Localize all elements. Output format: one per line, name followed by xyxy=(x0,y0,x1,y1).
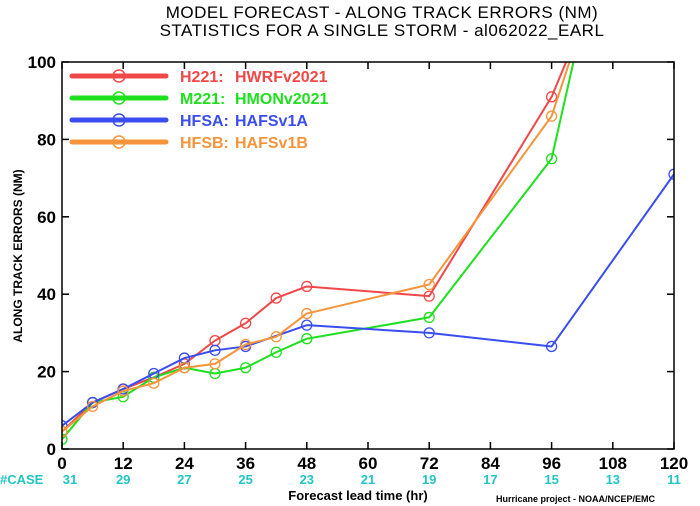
case-count-label: 31 xyxy=(63,472,77,487)
y-tick-label: 100 xyxy=(28,53,56,72)
legend-label-1: HMONv2021 xyxy=(235,91,328,108)
x-tick-label: 48 xyxy=(297,454,316,473)
y-tick-label: 0 xyxy=(47,440,56,459)
x-tick-label: 72 xyxy=(420,454,439,473)
legend-label-2: HAFSv1A xyxy=(235,113,308,130)
series-marker-3 xyxy=(178,362,191,374)
case-count-label: 19 xyxy=(422,472,436,487)
x-axis-label: Forecast lead time (hr) xyxy=(288,488,427,503)
credit-text: Hurricane project - NOAA/NCEP/EMC xyxy=(496,494,656,504)
case-count-label: 29 xyxy=(116,472,130,487)
legend-label-0: HWRFv2021 xyxy=(235,69,328,86)
x-tick-label: 12 xyxy=(114,454,133,473)
series-marker-3 xyxy=(209,358,221,370)
series-marker-2 xyxy=(209,344,221,356)
legend-label-3: HAFSv1B xyxy=(235,135,308,152)
series-marker-3 xyxy=(545,110,558,122)
x-tick-label: 96 xyxy=(542,454,561,473)
series-marker-1 xyxy=(62,433,68,445)
series-marker-2 xyxy=(301,319,313,331)
legend-name-2: HFSA: xyxy=(180,113,229,130)
case-count-label: 17 xyxy=(483,472,497,487)
series-marker-3 xyxy=(239,338,252,351)
y-tick-label: 20 xyxy=(37,363,56,382)
x-tick-label: 60 xyxy=(359,454,378,473)
legend-name-1: M221: xyxy=(180,91,225,108)
series-marker-3 xyxy=(301,307,313,320)
x-tick-label: 0 xyxy=(57,454,66,473)
y-axis-label: ALONG TRACK ERRORS (NM) xyxy=(11,169,25,342)
x-tick-label: 120 xyxy=(660,454,688,473)
chart-subtitle: STATISTICS FOR A SINGLE STORM - al062022… xyxy=(160,21,605,40)
series-layer xyxy=(62,62,674,445)
series-marker-1 xyxy=(423,311,435,324)
case-count-label: 23 xyxy=(300,472,314,487)
x-tick-label: 36 xyxy=(236,454,255,473)
series-line-2 xyxy=(62,173,674,427)
legend-name-3: HFSB: xyxy=(180,135,229,152)
y-tick-label: 60 xyxy=(37,208,56,227)
y-tick-label: 40 xyxy=(37,285,56,304)
case-count-label: 27 xyxy=(177,472,191,487)
case-count-label: 25 xyxy=(238,472,252,487)
series-marker-1 xyxy=(270,346,282,358)
series-marker-3 xyxy=(270,331,282,343)
legend: H221: HWRFv2021 M221: HMONv2021 HFSA: HAFSv1A… xyxy=(69,69,328,152)
series-marker-3 xyxy=(423,278,435,291)
series-marker-2 xyxy=(545,340,558,353)
legend-marker-1 xyxy=(112,91,126,105)
series-line-3 xyxy=(62,62,571,433)
x-axis: 0 12 24 36 48 60 72 84 96 108 120 xyxy=(57,62,688,473)
series-marker-0 xyxy=(423,290,435,302)
case-count-label: 21 xyxy=(361,472,375,487)
series-marker-0 xyxy=(545,91,558,103)
series-marker-2 xyxy=(62,420,68,432)
legend-marker-3 xyxy=(112,135,126,149)
legend-name-0: H221: xyxy=(180,69,224,86)
series-marker-1 xyxy=(239,362,252,374)
series-marker-2 xyxy=(668,168,674,180)
series-marker-3 xyxy=(148,377,160,389)
series-marker-2 xyxy=(423,327,435,339)
chart-title: MODEL FORECAST - ALONG TRACK ERRORS (NM) xyxy=(166,3,598,22)
x-tick-label: 24 xyxy=(175,454,194,473)
case-count-label: 15 xyxy=(544,472,558,487)
series-marker-3 xyxy=(86,400,99,413)
series-marker-3 xyxy=(62,425,68,438)
series-marker-0 xyxy=(301,280,313,293)
x-tick-label: 84 xyxy=(481,454,500,473)
legend-marker-0 xyxy=(112,69,126,83)
y-axis: 0 20 40 60 80 100 xyxy=(28,53,674,459)
legend-marker-2 xyxy=(112,113,126,127)
case-count-label: 11 xyxy=(667,472,681,487)
series-marker-1 xyxy=(301,333,313,345)
series-marker-0 xyxy=(239,317,252,329)
series-marker-3 xyxy=(117,385,129,397)
series-marker-0 xyxy=(270,292,282,304)
x-tick-label: 108 xyxy=(599,454,627,473)
case-count-label: 13 xyxy=(606,472,620,487)
case-prefix-label: #CASE xyxy=(0,472,44,487)
series-marker-1 xyxy=(545,153,558,165)
case-count-row: #CASE 31 29 27 25 23 21 19 17 15 13 11 xyxy=(0,472,681,487)
y-tick-label: 80 xyxy=(37,130,56,149)
